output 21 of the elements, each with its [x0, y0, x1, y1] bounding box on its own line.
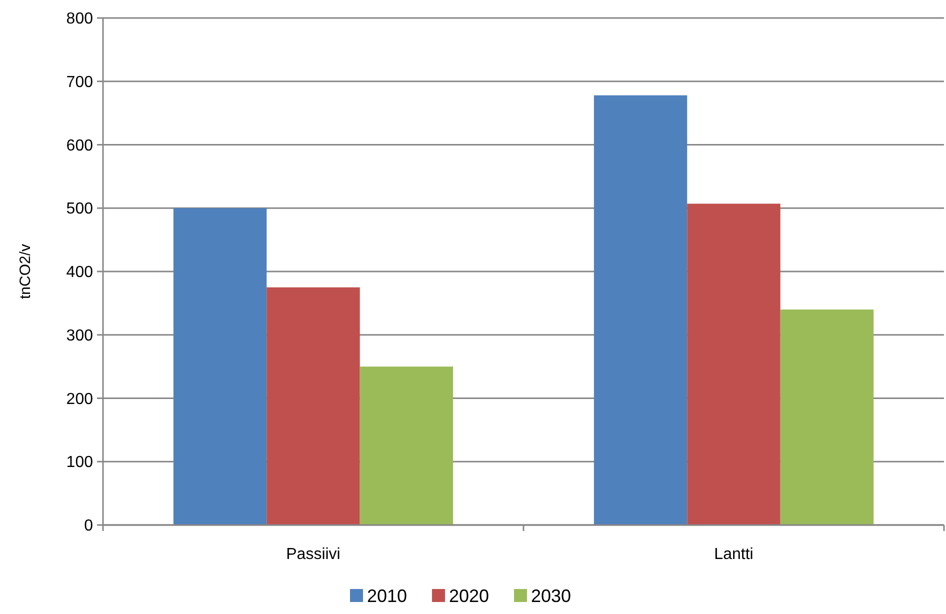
y-tick-label: 800	[66, 10, 94, 28]
y-tick-label: 500	[66, 200, 94, 218]
x-tick-label: Lantti	[714, 546, 754, 563]
bar	[780, 310, 874, 525]
legend-label: 2020	[449, 586, 490, 606]
y-tick-label: 600	[66, 137, 94, 154]
bar	[594, 95, 688, 525]
y-tick-label: 200	[66, 390, 94, 408]
y-tick-label: 300	[66, 327, 94, 344]
y-axis-title: tnCO2/v	[17, 243, 34, 300]
legend-label: 2010	[367, 586, 408, 606]
bar	[360, 366, 454, 525]
y-tick-label: 400	[66, 264, 94, 282]
legend-label: 2030	[531, 586, 572, 606]
y-tick-label: 100	[66, 454, 94, 472]
bar	[266, 287, 360, 525]
bar	[173, 208, 267, 525]
x-tick-label: Passiivi	[286, 546, 340, 563]
y-tick-label: 700	[66, 74, 94, 91]
bar	[687, 204, 780, 525]
y-tick-label: 0	[84, 518, 94, 535]
